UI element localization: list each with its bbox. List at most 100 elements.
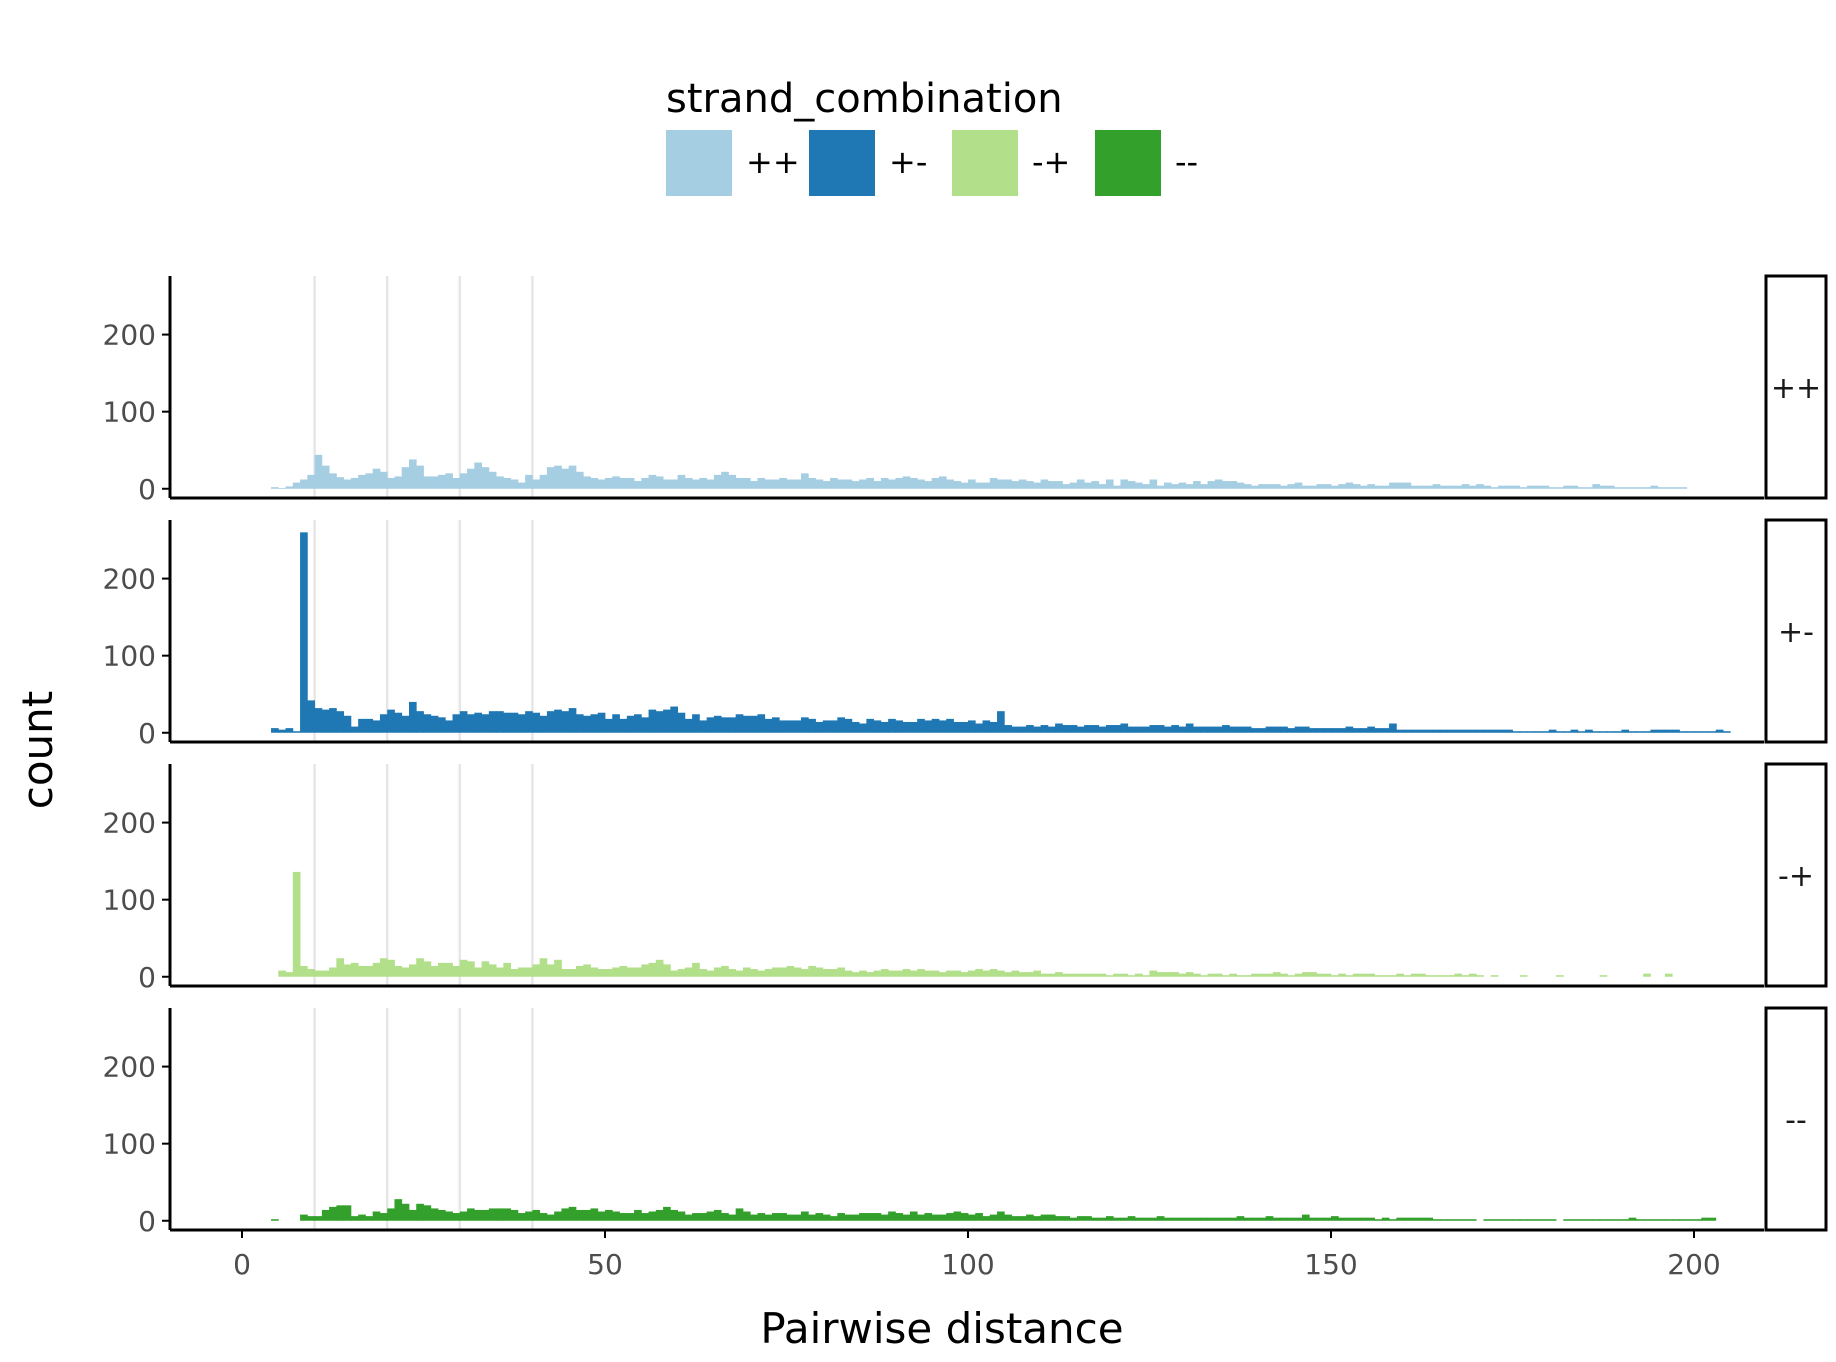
bar — [1055, 481, 1063, 489]
bar — [1599, 975, 1608, 977]
bar — [1599, 731, 1608, 733]
bar — [1026, 481, 1034, 489]
bar — [1563, 485, 1571, 489]
bar — [1258, 728, 1267, 733]
bar — [423, 714, 432, 733]
bar — [808, 718, 816, 733]
bar — [1548, 729, 1557, 733]
bar — [997, 479, 1005, 489]
bar — [684, 967, 693, 977]
x-tick-label: 200 — [1667, 1248, 1720, 1281]
bar — [1396, 482, 1404, 489]
bar — [358, 1214, 366, 1221]
bar — [1258, 973, 1267, 977]
bar — [960, 972, 969, 977]
bar — [1018, 726, 1027, 733]
bar — [365, 718, 374, 733]
bar — [873, 970, 882, 977]
bar — [1534, 485, 1542, 489]
bar — [423, 961, 432, 977]
bar — [1643, 973, 1651, 977]
bar — [1439, 1219, 1448, 1221]
bar — [343, 479, 352, 489]
bar — [1447, 975, 1455, 977]
bar — [394, 712, 403, 733]
x-axis: 0 50 100 150 200 — [233, 1230, 1721, 1281]
bar — [271, 487, 279, 489]
bar — [1643, 731, 1651, 733]
bar — [1323, 1217, 1332, 1221]
bar — [1650, 729, 1659, 733]
bar — [539, 1213, 548, 1221]
bar — [1672, 729, 1680, 733]
bar — [742, 967, 751, 977]
bar — [880, 969, 889, 977]
bar — [343, 964, 352, 977]
bar — [271, 728, 279, 733]
bar — [938, 1214, 947, 1221]
bar — [1214, 1217, 1223, 1221]
bar — [880, 721, 889, 733]
facet-panels: 0 100 200 ++ 0 100 200 +- 0 100 200 -+ 0 100 200 -- — [103, 274, 1828, 1238]
bar — [1352, 484, 1361, 489]
bar — [496, 711, 504, 733]
bar — [554, 959, 562, 977]
bar — [1004, 1214, 1012, 1221]
bar — [510, 969, 519, 977]
bar — [1178, 726, 1187, 733]
bar — [321, 465, 330, 489]
bar — [597, 479, 606, 489]
bar — [815, 721, 824, 733]
bar — [757, 477, 766, 489]
bar — [1490, 487, 1499, 489]
bar — [1055, 723, 1063, 733]
bar — [684, 718, 693, 733]
bar — [1432, 484, 1441, 489]
bar — [822, 1214, 831, 1221]
bar — [1468, 1219, 1477, 1221]
bar — [1512, 731, 1521, 733]
bar — [300, 965, 308, 977]
bar — [271, 1219, 279, 1221]
bar — [938, 720, 947, 733]
bar — [1207, 1217, 1216, 1221]
bar — [1272, 484, 1281, 489]
bar — [1084, 973, 1092, 977]
bar — [764, 479, 773, 489]
bar — [1258, 1217, 1267, 1221]
bar — [510, 1209, 519, 1221]
bar — [1374, 485, 1383, 489]
bar — [793, 1214, 802, 1221]
bar — [387, 709, 395, 733]
bar — [895, 477, 904, 489]
bar — [350, 477, 359, 489]
bar — [438, 474, 446, 489]
x-tick-label: 100 — [941, 1248, 994, 1281]
bar — [1113, 1217, 1121, 1221]
bar — [880, 1214, 889, 1221]
bar — [626, 715, 635, 733]
bar — [575, 714, 584, 733]
bar — [423, 476, 432, 489]
bar — [771, 967, 780, 977]
bar — [1040, 973, 1049, 977]
bar — [1062, 725, 1071, 733]
bar — [1178, 973, 1187, 977]
bar — [917, 479, 925, 489]
bar — [525, 474, 533, 489]
bar — [859, 1213, 867, 1221]
bar — [757, 1213, 766, 1221]
bar — [300, 1214, 308, 1221]
bar — [307, 969, 315, 977]
bar — [481, 714, 490, 733]
bar — [771, 717, 780, 733]
bar — [532, 712, 541, 733]
bar — [1229, 973, 1238, 977]
bar — [597, 1211, 606, 1221]
bar — [1360, 1217, 1368, 1221]
bar — [801, 717, 809, 733]
bar — [1490, 729, 1499, 733]
bar — [365, 1216, 374, 1221]
bar — [517, 482, 526, 489]
bar — [1360, 973, 1368, 977]
